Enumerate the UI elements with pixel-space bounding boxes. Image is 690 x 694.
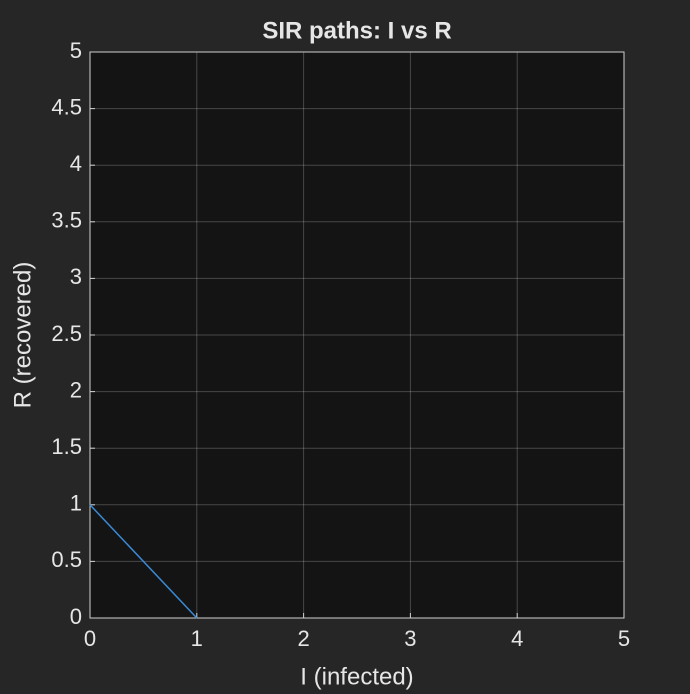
y-tick-label: 3.5: [51, 208, 82, 233]
x-tick-label: 1: [191, 626, 203, 651]
y-tick-label: 0.5: [51, 547, 82, 572]
y-tick-label: 2.5: [51, 321, 82, 346]
y-axis-label: R (recovered): [9, 262, 36, 409]
axes-frame: [89, 51, 625, 619]
y-tick-label: 5: [70, 38, 82, 63]
y-tick-label: 3: [70, 264, 82, 289]
y-tick-label: 1.5: [51, 434, 82, 459]
x-tick-label: 3: [404, 626, 416, 651]
y-tick-label: 2: [70, 377, 82, 402]
plot-background: [90, 52, 624, 618]
y-tick-label: 4: [70, 151, 82, 176]
y-tick-label: 1: [70, 491, 82, 516]
y-tick-label: 0: [70, 604, 82, 629]
data-line: [89, 504, 198, 619]
x-axis-label: I (infected): [300, 663, 413, 690]
y-tick-label: 4.5: [51, 94, 82, 119]
x-tick-label: 4: [511, 626, 523, 651]
chart-title: SIR paths: I vs R: [262, 17, 451, 44]
x-tick-label: 0: [84, 626, 96, 651]
x-tick-label: 2: [297, 626, 309, 651]
x-tick-label: 5: [618, 626, 630, 651]
